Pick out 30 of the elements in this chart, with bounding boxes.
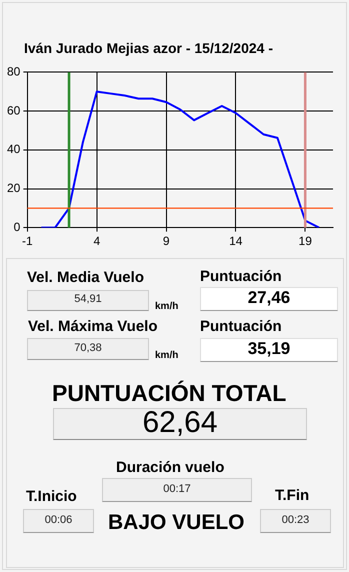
text: BAJO VUELO [108, 511, 245, 535]
x-tick-label: 9 [162, 234, 170, 248]
y-tick-label: 80 [6, 64, 21, 79]
y-tick-label: 60 [6, 103, 21, 118]
text: 35,19 [200, 338, 338, 362]
text: PUNTUACIÓN TOTAL [52, 380, 286, 407]
text: Duración vuelo [116, 459, 224, 476]
text: Puntuación [200, 318, 282, 335]
text: Vel. Máxima Vuelo [28, 318, 158, 335]
text: 27,46 [200, 287, 338, 311]
text: T.Fin [275, 487, 310, 504]
text: km/h [155, 301, 178, 312]
text: Puntuación [200, 268, 282, 285]
text: 00:23 [260, 509, 331, 533]
x-tick-label: 14 [229, 234, 243, 248]
x-tick-label: -1 [22, 234, 34, 248]
text: 62,64 [53, 406, 307, 440]
text: 00:17 [102, 478, 252, 502]
text: 54,91 [27, 290, 149, 311]
y-tick-label: 40 [6, 142, 21, 156]
x-tick-label: 19 [298, 234, 312, 248]
y-tick-label: 0 [14, 220, 21, 234]
text: 70,38 [27, 338, 149, 360]
text: Vel. Media Vuelo [27, 269, 144, 286]
x-tick-label: 4 [93, 234, 100, 248]
text: km/h [155, 350, 178, 361]
text: T.Inicio [26, 488, 77, 505]
chart-title: Iván Jurado Mejias azor - 15/12/2024 - [24, 40, 274, 56]
y-tick-label: 20 [6, 181, 21, 196]
text: 00:06 [23, 509, 94, 533]
